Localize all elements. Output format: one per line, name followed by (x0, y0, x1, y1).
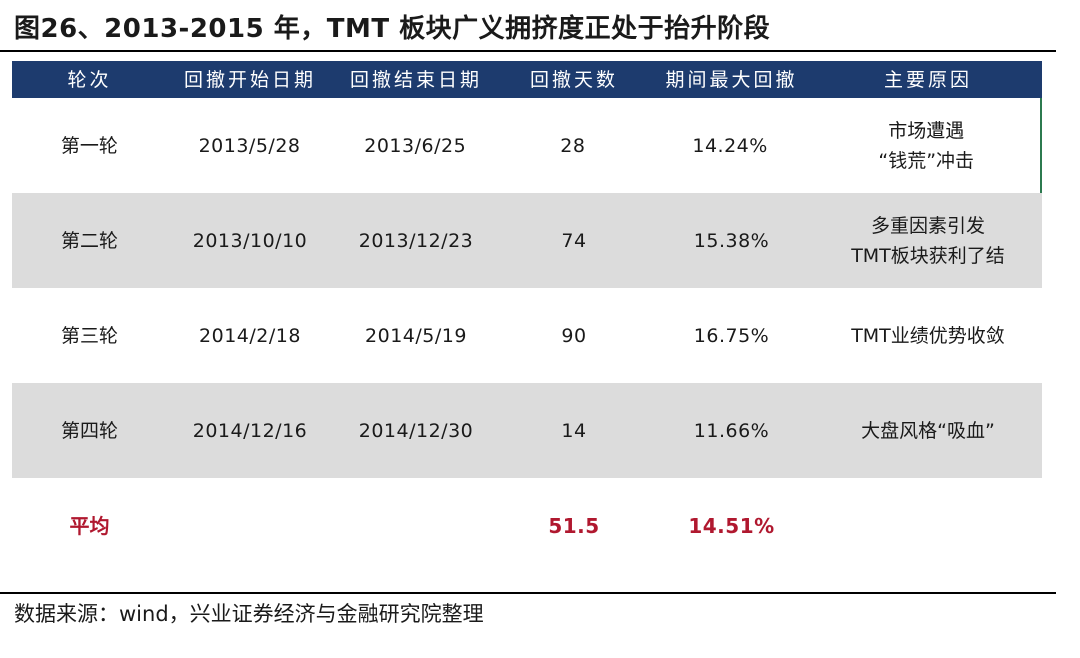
days-cell: 74 (561, 229, 587, 252)
header-round: 轮次 (67, 68, 112, 91)
drawdown-cell: 16.75% (693, 324, 770, 347)
drawdown-cell: 15.38% (693, 229, 770, 252)
reason-cell: 大盘风格“吸血” (861, 419, 995, 442)
average-end-empty (333, 478, 499, 573)
header-days: 回撤天数 (529, 68, 618, 91)
header-max-drawdown: 期间最大回撤 (665, 68, 798, 91)
start-date-cell: 2013/5/28 (198, 134, 301, 157)
table-row: 第一轮 2013/5/28 2013/6/25 28 14.24% 市场遭遇 “… (12, 98, 1042, 193)
drawdown-table: 轮次 回撤开始日期 回撤结束日期 回撤天数 期间最大回撤 主要原因 第一轮 20… (12, 61, 1042, 573)
round-cell: 第四轮 (60, 419, 118, 442)
drawdown-cell: 11.66% (693, 419, 770, 442)
header-end-date: 回撤结束日期 (349, 68, 482, 91)
table-header: 轮次 回撤开始日期 回撤结束日期 回撤天数 期间最大回撤 主要原因 (12, 61, 1042, 98)
average-reason-empty (814, 478, 1042, 573)
reason-cell: TMT业绩优势收敛 (851, 324, 1005, 347)
average-drawdown: 14.51% (688, 513, 775, 538)
end-date-cell: 2013/12/23 (358, 229, 474, 252)
days-cell: 28 (560, 134, 586, 157)
round-cell: 第三轮 (60, 324, 118, 347)
table-row: 第二轮 2013/10/10 2013/12/23 74 15.38% 多重因素… (12, 193, 1042, 288)
table-row: 第四轮 2014/12/16 2014/12/30 14 11.66% 大盘风格… (12, 383, 1042, 478)
average-row: 平均 51.5 14.51% (12, 478, 1042, 573)
average-days: 51.5 (548, 513, 600, 538)
end-date-cell: 2014/5/19 (365, 324, 467, 347)
header-start-date: 回撤开始日期 (183, 68, 316, 91)
start-date-cell: 2014/12/16 (192, 419, 308, 442)
days-cell: 14 (561, 419, 587, 442)
figure-title: 图26、2013-2015 年，TMT 板块广义拥挤度正处于抬升阶段 (14, 14, 771, 44)
reason-cell: 市场遭遇 “钱荒”冲击 (878, 119, 975, 172)
table-row: 第三轮 2014/2/18 2014/5/19 90 16.75% TMT业绩优… (12, 288, 1042, 383)
header-reason: 主要原因 (883, 68, 972, 91)
average-label: 平均 (69, 513, 110, 538)
start-date-cell: 2013/10/10 (192, 229, 308, 252)
source-note: 数据来源：wind，兴业证券经济与金融研究院整理 (14, 602, 484, 626)
end-date-cell: 2014/12/30 (358, 419, 474, 442)
round-cell: 第二轮 (60, 229, 118, 252)
average-start-empty (167, 478, 333, 573)
round-cell: 第一轮 (60, 134, 118, 157)
end-date-cell: 2013/6/25 (364, 134, 467, 157)
drawdown-cell: 14.24% (692, 134, 768, 157)
source-divider (0, 592, 1056, 594)
title-divider (0, 50, 1056, 52)
days-cell: 90 (561, 324, 587, 347)
start-date-cell: 2014/2/18 (199, 324, 301, 347)
reason-cell: 多重因素引发 TMT板块获利了结 (851, 214, 1005, 267)
